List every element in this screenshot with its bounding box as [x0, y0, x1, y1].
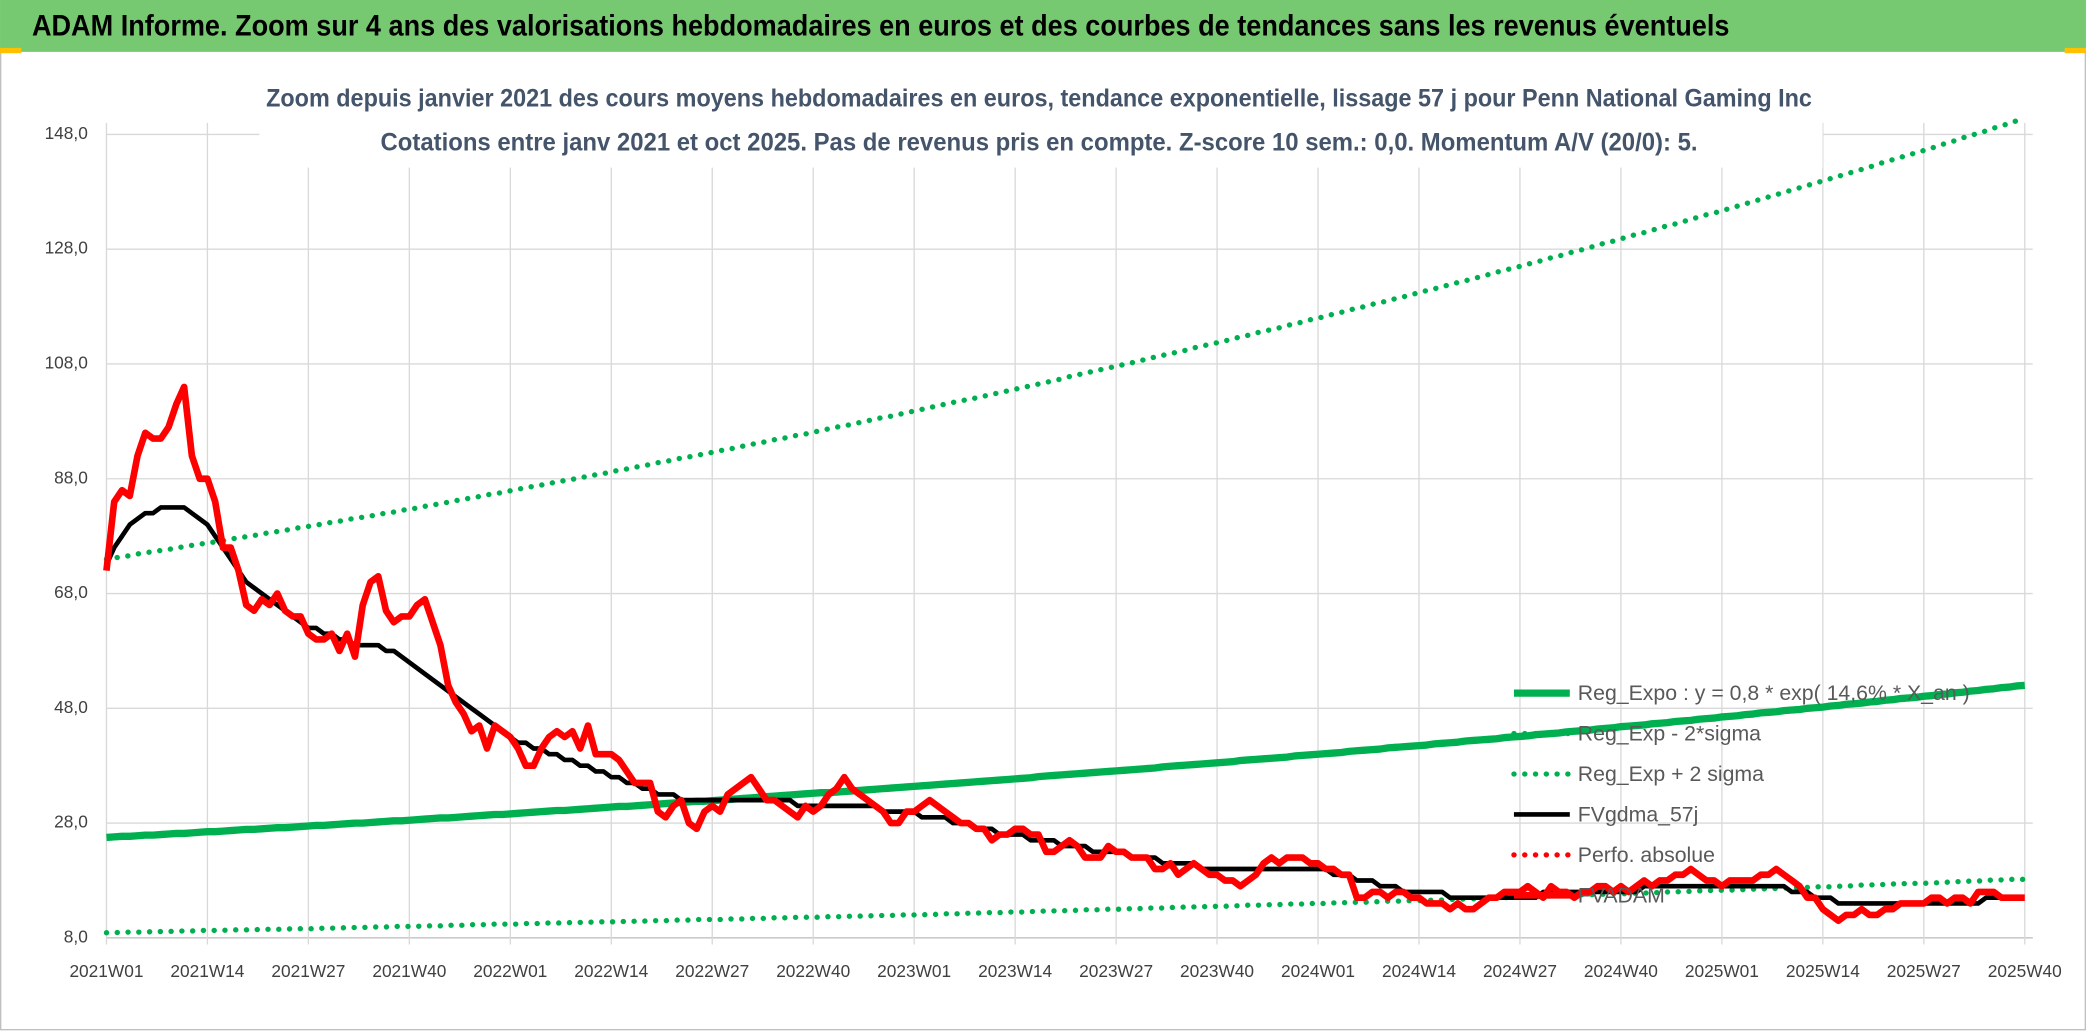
x-tick-label: 2021W40 — [372, 961, 446, 981]
x-tick-label: 2025W01 — [1685, 961, 1759, 981]
x-tick-label: 2024W27 — [1483, 961, 1557, 981]
x-tick-label: 2021W14 — [170, 961, 244, 981]
legend-label: Reg_Exp - 2*sigma — [1578, 721, 1761, 745]
x-tick-label: 2022W01 — [473, 961, 547, 981]
x-tick-label: 2024W01 — [1281, 961, 1355, 981]
x-tick-label: 2021W01 — [69, 961, 143, 981]
x-tick-label: 2025W14 — [1786, 961, 1860, 981]
y-tick-label: 28,0 — [54, 812, 88, 832]
chart-title: Zoom depuis janvier 2021 des cours moyen… — [266, 84, 1812, 112]
x-tick-label: 2023W40 — [1180, 961, 1254, 981]
x-tick-label: 2022W27 — [675, 961, 749, 981]
y-tick-label: 68,0 — [54, 582, 88, 602]
x-tick-label: 2024W14 — [1382, 961, 1456, 981]
series-line — [103, 876, 2028, 936]
y-tick-label: 128,0 — [45, 238, 88, 258]
legend-label: FVgdma_57j — [1578, 802, 1699, 826]
x-tick-label: 2022W14 — [574, 961, 648, 981]
header-edge — [2064, 47, 2086, 54]
x-tick-label: 2022W40 — [776, 961, 850, 981]
legend-label: Reg_Exp + 2 sigma — [1578, 762, 1764, 786]
chart-subtitle: Cotations entre janv 2021 et oct 2025. P… — [380, 128, 1697, 156]
legend-label: Reg_Expo : y = 0,8 * exp( 14,6% * X_an ) — [1578, 681, 1970, 705]
plot-lines — [103, 115, 2028, 936]
series-line — [103, 383, 2025, 924]
x-tick-label: 2021W27 — [271, 961, 345, 981]
x-tick-label: 2023W27 — [1079, 961, 1153, 981]
grid: 8,0 28,0 48,0 68,0 88,0 108,0 128,0 148,0 2021W0… — [45, 122, 2062, 981]
series-line — [106, 681, 2026, 842]
header-bar — [0, 0, 2086, 52]
series-line — [103, 115, 2028, 562]
legend-label: FVADAM — [1578, 883, 1665, 907]
y-tick-label: 148,0 — [45, 123, 88, 143]
y-tick-label: 108,0 — [45, 353, 88, 373]
legend: Reg_Expo : y = 0,8 * exp( 14,6% * X_an )… — [1511, 681, 1970, 907]
x-tick-label: 2025W40 — [1988, 961, 2062, 981]
x-tick-label: 2024W40 — [1584, 961, 1658, 981]
x-tick-label: 2025W27 — [1887, 961, 1961, 981]
header-edge — [0, 47, 22, 54]
y-tick-label: 48,0 — [54, 697, 88, 717]
page-title: ADAM Informe. Zoom sur 4 ans des valoris… — [32, 11, 1729, 43]
y-tick-label: 88,0 — [54, 467, 88, 487]
x-tick-label: 2023W14 — [978, 961, 1052, 981]
legend-label: Perfo. absolue — [1578, 843, 1715, 867]
y-tick-label: 8,0 — [64, 926, 88, 946]
title-box — [259, 77, 1823, 168]
x-tick-label: 2023W01 — [877, 961, 951, 981]
